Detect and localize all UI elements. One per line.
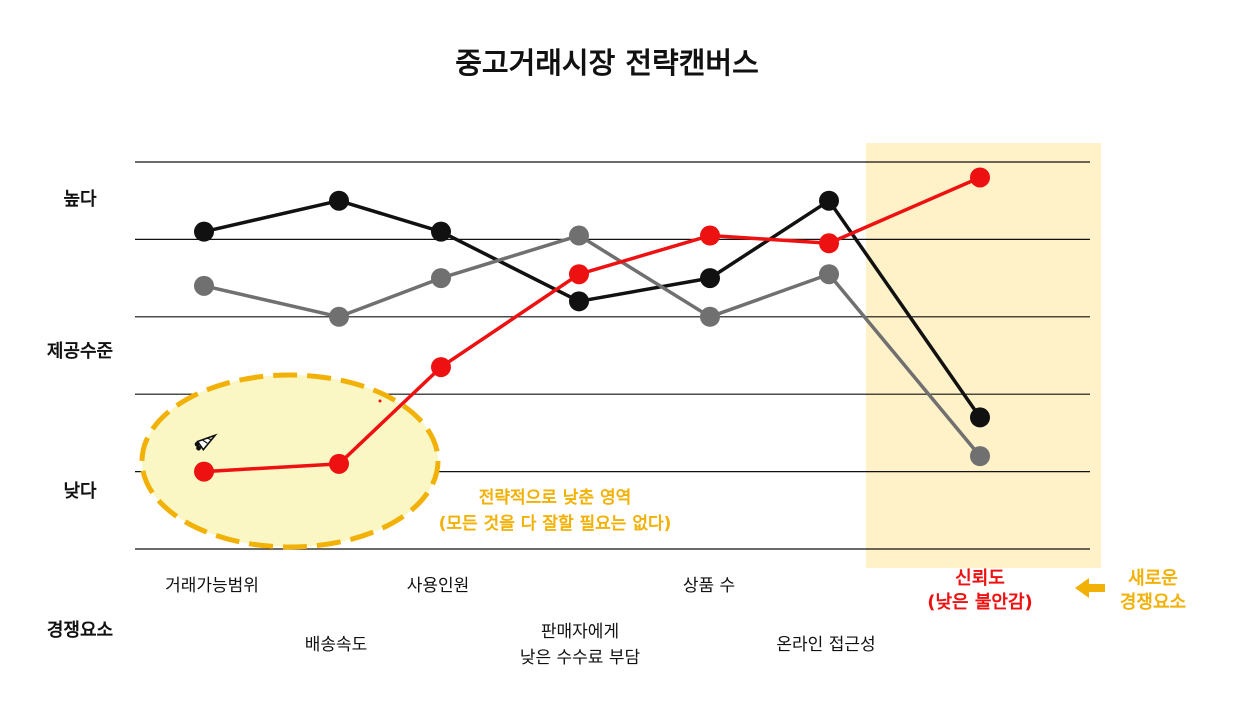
- category-label-6-line1: 신뢰도: [955, 568, 1005, 589]
- category-label-6-line2: (낮은 불안감): [927, 592, 1033, 613]
- category-label-3-line1: 판매자에게: [541, 622, 619, 642]
- low-zone-ellipse: [139, 372, 441, 550]
- low-zone-note-line2: (모든 것을 다 잘할 필요는 없다): [439, 513, 672, 534]
- category-label-0: 거래가능범위: [165, 576, 259, 596]
- series-0-point-3: [569, 291, 589, 312]
- new-factor-label-line2: 경쟁요소: [1120, 592, 1186, 613]
- y-low-label: 낮다: [63, 481, 97, 502]
- series-0-point-4: [700, 268, 720, 289]
- stray-dot: [378, 399, 382, 403]
- category-label-4: 상품 수: [683, 576, 735, 596]
- series-2-point-3: [569, 264, 589, 285]
- series-0-point-2: [431, 221, 451, 242]
- series-0-point-6: [970, 407, 990, 428]
- series-1-point-0: [194, 275, 214, 296]
- series-2-point-0: [194, 461, 214, 482]
- series-1-point-4: [700, 306, 720, 327]
- series-0-point-1: [329, 190, 349, 211]
- carrot-icon: [194, 433, 218, 452]
- series-2-point-6: [970, 167, 990, 188]
- series-0-point-5: [819, 190, 839, 211]
- series-1-point-3: [569, 225, 589, 246]
- series-1-point-2: [431, 268, 451, 289]
- series-2-point-4: [700, 225, 720, 246]
- series-group: [194, 167, 990, 482]
- series-2-point-1: [329, 453, 349, 474]
- series-1-point-5: [819, 264, 839, 285]
- x-axis-title: 경쟁요소: [47, 620, 113, 641]
- new-factor-band: [866, 143, 1101, 568]
- series-0-point-0: [194, 221, 214, 242]
- arrow-left-icon: [1075, 578, 1105, 598]
- category-label-3-line2: 낮은 수수료 부담: [520, 648, 641, 668]
- category-label-2: 사용인원: [407, 576, 470, 596]
- new-factor-label-line1: 새로운: [1128, 568, 1178, 589]
- chart-title: 중고거래시장 전략캔버스: [455, 46, 759, 80]
- y-high-label: 높다: [63, 189, 97, 210]
- series-1-point-6: [970, 446, 990, 467]
- low-zone-note-line1: 전략적으로 낮춘 영역: [479, 488, 632, 508]
- y-axis-title: 제공수준: [47, 341, 113, 362]
- series-2-point-5: [819, 233, 839, 254]
- category-label-5: 온라인 접근성: [776, 635, 875, 655]
- series-2-point-2: [431, 357, 451, 378]
- category-label-1: 배송속도: [305, 635, 368, 655]
- series-1-point-1: [329, 306, 349, 327]
